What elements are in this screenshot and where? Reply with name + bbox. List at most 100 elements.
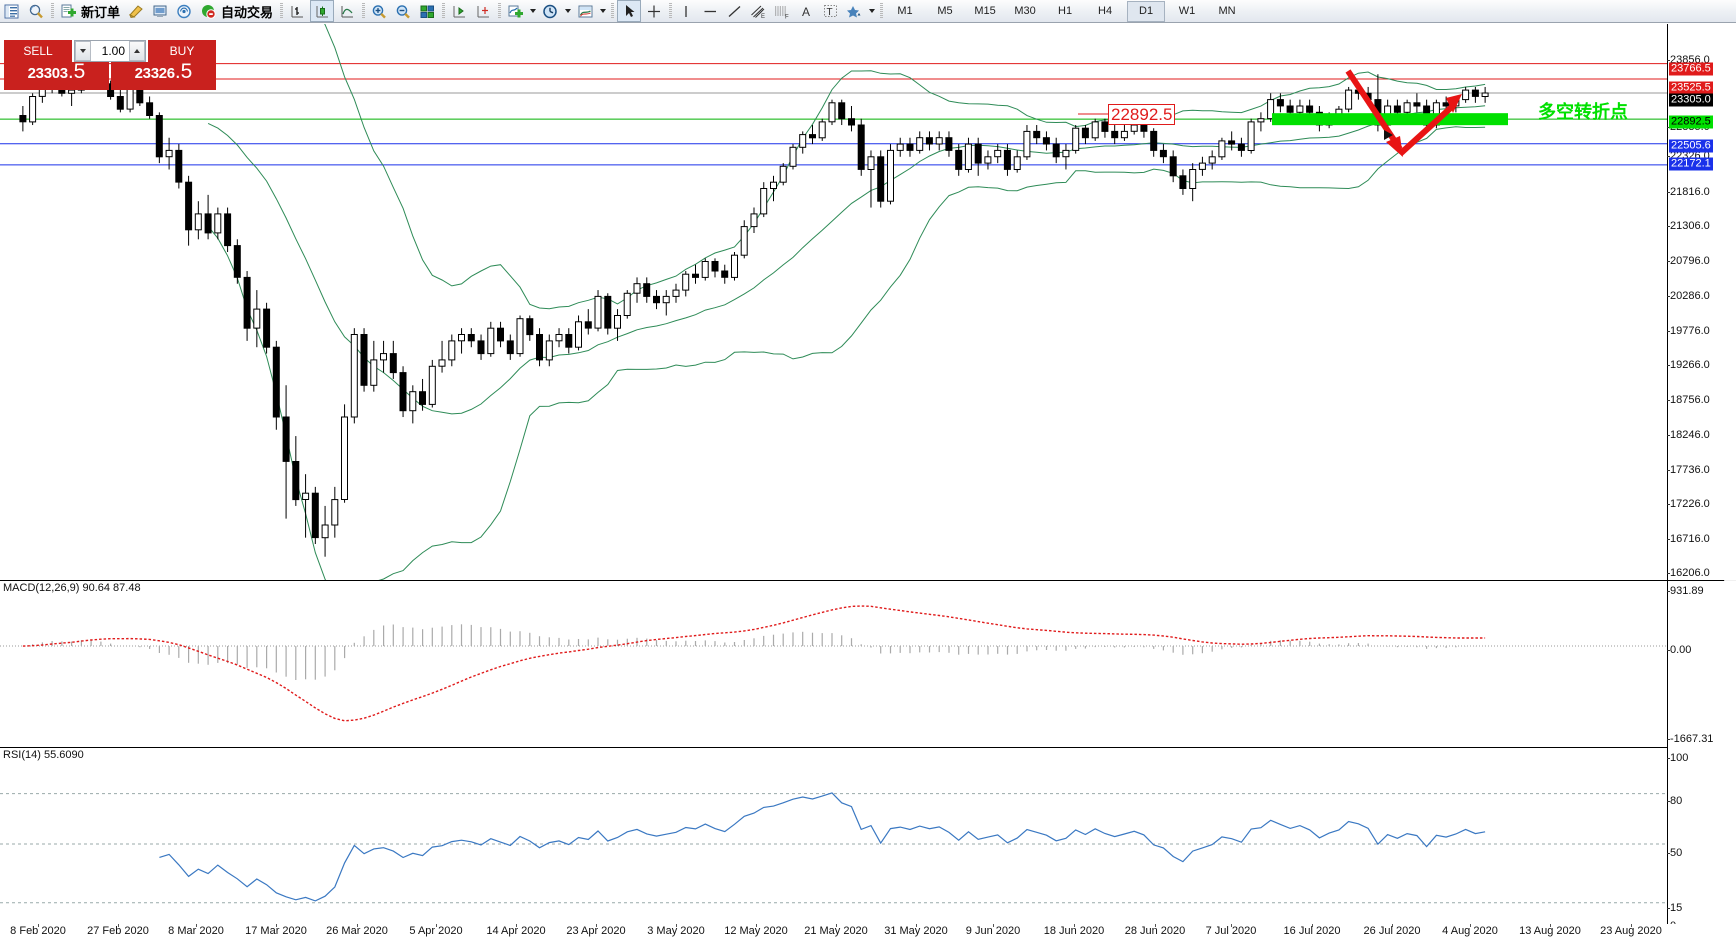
- date-axis-label: 17 Mar 2020: [245, 925, 307, 937]
- autotrading-icon[interactable]: [197, 1, 219, 21]
- buy-button[interactable]: BUY: [148, 40, 216, 62]
- buy-price-box[interactable]: 23326 .5: [111, 61, 216, 90]
- periods-dropdown-icon[interactable]: [562, 1, 573, 21]
- svg-text:E: E: [761, 14, 765, 19]
- shapes-icon[interactable]: [843, 1, 865, 21]
- indicators-dropdown-icon[interactable]: [527, 1, 538, 21]
- date-axis-label: 14 Apr 2020: [486, 925, 546, 937]
- timeframe-w1[interactable]: W1: [1178, 5, 1196, 17]
- tile-windows-icon[interactable]: [416, 1, 438, 21]
- line-chart-icon[interactable]: [336, 1, 358, 21]
- text-icon[interactable]: A: [795, 1, 817, 21]
- svg-text:A: A: [802, 5, 810, 18]
- volume-decrement-icon[interactable]: [75, 41, 91, 61]
- macd-label: MACD(12,26,9) 90.64 87.48: [3, 582, 141, 594]
- date-axis-tick: [1392, 924, 1393, 927]
- bar-chart-icon[interactable]: [286, 1, 308, 21]
- shapes-dropdown-icon[interactable]: [866, 1, 877, 21]
- date-axis-label: 7 Jul 2020: [1205, 925, 1257, 937]
- toolbar-separator: [877, 2, 885, 20]
- rsi-axis-tick: 80: [1666, 795, 1683, 807]
- rsi-axis[interactable]: 100 80 50 15 0: [1666, 748, 1736, 924]
- macd-axis-tick: -1667.31: [1666, 733, 1714, 745]
- timeframe-h1[interactable]: H1: [1058, 5, 1073, 17]
- price-plot[interactable]: [0, 24, 1736, 580]
- navigator-icon[interactable]: [149, 1, 171, 21]
- templates-dropdown-icon[interactable]: [597, 1, 608, 21]
- volume-stepper[interactable]: 1.00: [74, 40, 146, 62]
- text-label-icon[interactable]: T: [819, 1, 841, 21]
- octp-prices-row: 23303 .5 23326 .5: [4, 60, 216, 90]
- toolbar-separator: [608, 2, 616, 20]
- turning-point-note: 多空转折点: [1538, 102, 1628, 123]
- date-axis-tick: [1312, 924, 1313, 927]
- volume-value[interactable]: 1.00: [101, 44, 125, 58]
- date-axis-tick: [1074, 924, 1075, 927]
- timeframe-m5[interactable]: M5: [937, 5, 953, 17]
- autotrading-label[interactable]: 自动交易: [221, 4, 274, 20]
- rsi-label: RSI(14) 55.6090: [3, 749, 84, 761]
- date-axis-label: 3 May 2020: [647, 925, 705, 937]
- fibonacci-retracement-icon[interactable]: F: [771, 1, 793, 21]
- date-axis-label: 27 Feb 2020: [87, 925, 149, 937]
- date-axis-label: 18 Jun 2020: [1043, 925, 1105, 937]
- templates-icon[interactable]: [574, 1, 596, 21]
- date-axis-tick: [1155, 924, 1156, 927]
- date-axis-tick: [436, 924, 437, 927]
- toolbar-separator: [439, 2, 447, 20]
- candlestick-chart-icon[interactable]: [310, 0, 335, 22]
- sell-button[interactable]: SELL: [4, 40, 72, 62]
- timeframe-m1[interactable]: M1: [897, 5, 913, 17]
- volume-increment-icon[interactable]: [129, 41, 145, 61]
- market-watch-icon[interactable]: [1, 1, 23, 21]
- macd-plot[interactable]: [0, 581, 1736, 748]
- buy-price-integer: 23326: [134, 65, 176, 82]
- timeframe-d1[interactable]: D1: [1127, 0, 1166, 22]
- trendline-icon[interactable]: [723, 1, 745, 21]
- price-axis[interactable]: 23856.022835.022326.021816.021306.020796…: [1667, 24, 1736, 580]
- timeframe-m15[interactable]: M15: [974, 5, 996, 17]
- indicators-icon[interactable]: [504, 1, 526, 21]
- new-order-icon[interactable]: [57, 1, 79, 21]
- price-annotation-label[interactable]: 22892.5: [1108, 104, 1176, 125]
- new-order-label[interactable]: 新订单: [81, 4, 121, 20]
- macd-axis-tick: 931.89: [1667, 585, 1704, 597]
- zoom-out-icon[interactable]: [392, 1, 414, 21]
- auto-scroll-icon[interactable]: [448, 1, 470, 21]
- date-axis-tick: [38, 924, 39, 927]
- timeframe-h4[interactable]: H4: [1098, 5, 1113, 17]
- horizontal-line-icon[interactable]: [699, 1, 721, 21]
- price-axis-tick: 16716.0: [1667, 533, 1710, 545]
- price-axis-tick: 21306.0: [1667, 220, 1710, 232]
- sell-price-box[interactable]: 23303 .5: [4, 60, 109, 90]
- equidistant-channel-icon[interactable]: E: [747, 1, 769, 21]
- date-axis-tick: [676, 924, 677, 927]
- date-axis-label: 8 Mar 2020: [168, 925, 224, 937]
- date-axis-tick: [993, 924, 994, 927]
- date-axis-tick: [1550, 924, 1551, 927]
- vertical-line-icon[interactable]: [675, 1, 697, 21]
- price-axis-tick: 16206.0: [1667, 567, 1710, 579]
- macd-axis-tick: 0.00: [1666, 644, 1692, 656]
- data-window-icon[interactable]: [25, 1, 47, 21]
- periods-icon[interactable]: [539, 1, 561, 21]
- sell-price-decimal: .5: [67, 60, 86, 83]
- timeframe-m30[interactable]: M30: [1014, 5, 1036, 17]
- timeframe-mn[interactable]: MN: [1218, 5, 1236, 17]
- date-axis-tick: [357, 924, 358, 927]
- date-axis-label: 12 May 2020: [724, 925, 788, 937]
- date-axis-label: 23 Aug 2020: [1600, 925, 1662, 937]
- chart-shift-icon[interactable]: [472, 1, 494, 21]
- signals-icon[interactable]: [173, 1, 195, 21]
- main-toolbar: 新订单 自动交易: [0, 0, 1736, 23]
- cursor-icon[interactable]: [617, 0, 642, 22]
- rsi-plot[interactable]: [0, 748, 1736, 924]
- crosshair-icon[interactable]: [643, 1, 665, 21]
- svg-text:F: F: [785, 14, 789, 19]
- metaeditor-icon[interactable]: [125, 1, 147, 21]
- date-axis-tick: [118, 924, 119, 927]
- date-axis-label: 31 May 2020: [884, 925, 948, 937]
- date-axis-label: 5 Apr 2020: [409, 925, 463, 937]
- zoom-in-icon[interactable]: [368, 1, 390, 21]
- macd-axis[interactable]: 931.89 0.00 -1667.31: [1666, 581, 1736, 748]
